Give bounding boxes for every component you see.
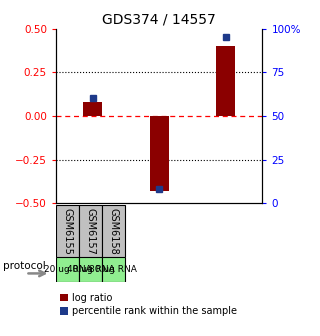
Text: 20 ug RNA: 20 ug RNA xyxy=(44,265,91,274)
Bar xyxy=(150,116,169,191)
Text: GSM6155: GSM6155 xyxy=(62,208,72,254)
Bar xyxy=(79,257,102,282)
Bar xyxy=(60,294,68,301)
Text: protocol: protocol xyxy=(3,261,46,271)
Text: 80 ug RNA: 80 ug RNA xyxy=(89,265,137,274)
Text: GSM6157: GSM6157 xyxy=(85,208,95,254)
Bar xyxy=(79,205,102,257)
Text: percentile rank within the sample: percentile rank within the sample xyxy=(72,306,237,316)
Bar xyxy=(83,102,102,116)
Bar xyxy=(56,257,79,282)
Bar xyxy=(60,307,68,315)
Bar xyxy=(102,257,125,282)
Bar xyxy=(216,46,235,116)
Text: 40 ug RNA: 40 ug RNA xyxy=(67,265,114,274)
Bar xyxy=(56,205,79,257)
Text: log ratio: log ratio xyxy=(72,293,112,303)
Title: GDS374 / 14557: GDS374 / 14557 xyxy=(102,12,216,26)
Bar xyxy=(102,205,125,257)
Text: GSM6158: GSM6158 xyxy=(108,208,118,254)
